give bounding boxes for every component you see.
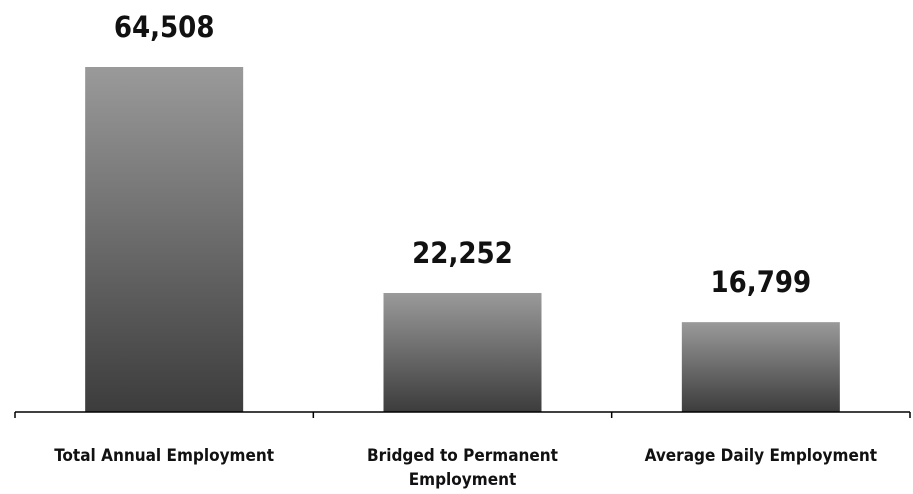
labels-group: 64,508 Total Annual Employment 22,252 Bridg…	[54, 10, 877, 490]
category-label-2: Bridged to Permanent Employment	[367, 446, 558, 490]
bar-3	[681, 322, 840, 412]
bars-group	[85, 67, 840, 412]
x-axis	[14, 411, 911, 418]
category-label-3: Average Daily Employment	[645, 446, 877, 466]
bar-1	[85, 67, 244, 412]
bar-2	[383, 292, 542, 412]
value-label-2: 22,252	[412, 236, 513, 270]
value-label-1: 64,508	[114, 10, 215, 44]
value-label-3: 16,799	[710, 265, 811, 299]
category-label-1: Total Annual Employment	[54, 446, 274, 466]
